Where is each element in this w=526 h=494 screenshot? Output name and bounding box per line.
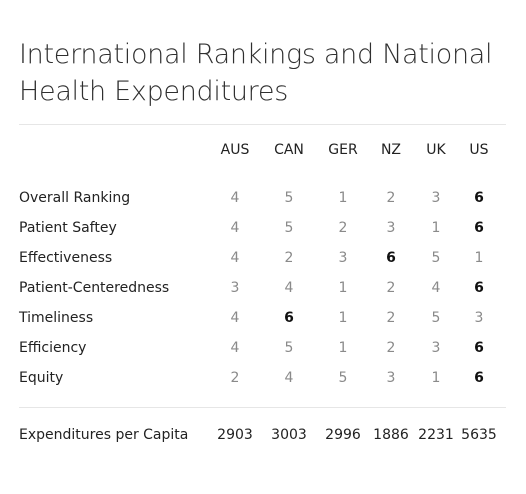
rank-cell: 5 — [284, 340, 294, 356]
row-label: Patient Saftey — [19, 220, 117, 236]
column-header-can: CAN — [274, 142, 304, 158]
rank-cell: 5 — [284, 190, 294, 206]
rank-cell: 2 — [338, 220, 348, 236]
rank-cell: 5 — [338, 370, 348, 386]
rank-cell: 3 — [338, 250, 348, 266]
rank-cell: 5 — [431, 310, 441, 326]
column-header-aus: AUS — [220, 142, 250, 158]
rank-cell: 4 — [230, 190, 240, 206]
rank-cell: 6 — [284, 310, 294, 326]
rank-cell: 2 — [386, 280, 396, 296]
rank-cell: 5 — [284, 220, 294, 236]
rank-cell: 3 — [230, 280, 240, 296]
title-divider — [19, 124, 506, 125]
rank-cell: 4 — [230, 340, 240, 356]
rank-cell: 2 — [386, 310, 396, 326]
row-label: Timeliness — [19, 310, 94, 326]
row-label: Equity — [19, 370, 64, 386]
rank-cell: 1 — [431, 220, 441, 236]
rank-cell: 4 — [431, 280, 441, 296]
expenditures-label: Expenditures per Capita — [19, 427, 189, 443]
rank-cell: 6 — [474, 220, 484, 236]
rank-cell: 6 — [474, 370, 484, 386]
column-header-nz: NZ — [380, 142, 402, 158]
expenditure-value: 1886 — [373, 427, 409, 443]
rank-cell: 1 — [431, 370, 441, 386]
row-label: Overall Ranking — [19, 190, 131, 206]
rank-cell: 2 — [386, 340, 396, 356]
expenditure-value: 2231 — [418, 427, 454, 443]
column-header-uk: UK — [426, 142, 446, 158]
expenditure-divider — [19, 407, 506, 408]
rank-cell: 4 — [230, 220, 240, 236]
rank-cell: 1 — [338, 310, 348, 326]
expenditure-value: 5635 — [461, 427, 497, 443]
rank-cell: 3 — [431, 340, 441, 356]
rank-cell: 5 — [431, 250, 441, 266]
expenditure-value: 2903 — [217, 427, 253, 443]
rank-cell: 2 — [386, 190, 396, 206]
row-label: Efficiency — [19, 340, 87, 356]
page-title: International Rankings and National Heal… — [19, 39, 493, 107]
rank-cell: 1 — [474, 250, 484, 266]
rank-cell: 3 — [431, 190, 441, 206]
rank-cell: 6 — [474, 340, 484, 356]
rank-cell: 4 — [284, 280, 294, 296]
rank-cell: 2 — [284, 250, 294, 266]
rank-cell: 3 — [474, 310, 484, 326]
rank-cell: 3 — [386, 370, 396, 386]
rank-cell: 1 — [338, 190, 348, 206]
expenditure-value: 3003 — [271, 427, 307, 443]
rank-cell: 6 — [474, 280, 484, 296]
rank-cell: 4 — [230, 250, 240, 266]
rank-cell: 4 — [230, 310, 240, 326]
rank-cell: 1 — [338, 340, 348, 356]
rank-cell: 4 — [284, 370, 294, 386]
column-header-us: US — [469, 142, 489, 158]
rank-cell: 1 — [338, 280, 348, 296]
expenditure-value: 2996 — [325, 427, 361, 443]
row-label: Patient-Centeredness — [19, 280, 170, 296]
rank-cell: 6 — [474, 190, 484, 206]
row-label: Effectiveness — [19, 250, 113, 266]
column-header-ger: GER — [328, 142, 358, 158]
rank-cell: 2 — [230, 370, 240, 386]
rank-cell: 3 — [386, 220, 396, 236]
rank-cell: 6 — [386, 250, 396, 266]
